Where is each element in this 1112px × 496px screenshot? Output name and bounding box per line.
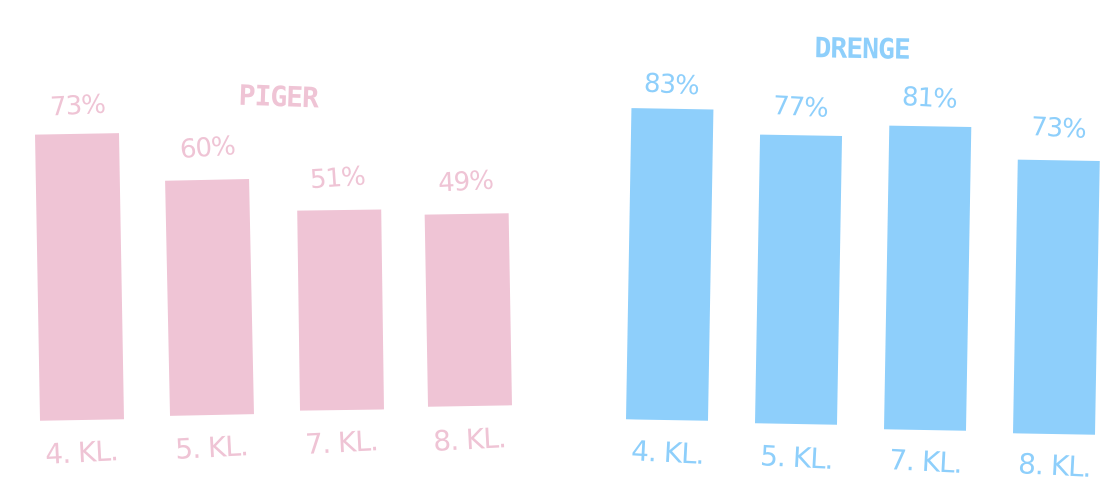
bar-drenge-3 — [1013, 159, 1100, 435]
category-label-piger-2: 7. KL. — [304, 424, 378, 461]
value-label-drenge-3: 73% — [1030, 112, 1087, 145]
chart-title-drenge: DRENGE — [814, 31, 910, 66]
category-label-piger-0: 4. KL. — [44, 434, 118, 471]
bar-drenge-0 — [626, 108, 714, 421]
category-label-drenge-3: 8. KL. — [1017, 447, 1091, 484]
value-label-piger-3: 49% — [437, 166, 494, 199]
value-label-piger-2: 51% — [309, 161, 366, 195]
chart-panel-drenge: DRENGE 83% 4. KL. 77% 5. KL. 81% 7. KL. 73% 8. … — [626, 31, 1100, 484]
value-label-drenge-2: 81% — [901, 82, 958, 115]
chart-panel-piger: PIGER 73% 4. KL. 60% 5. KL. 51% 7. KL. 49% 8. K… — [35, 79, 512, 471]
bar-piger-3 — [424, 213, 512, 407]
value-label-drenge-1: 77% — [772, 91, 829, 124]
bar-piger-2 — [297, 209, 384, 411]
category-label-drenge-1: 5. KL. — [759, 439, 833, 476]
bar-piger-1 — [165, 178, 254, 416]
bar-drenge-1 — [755, 134, 843, 425]
bar-drenge-2 — [884, 125, 972, 431]
value-label-piger-1: 60% — [179, 131, 236, 165]
value-label-piger-0: 73% — [49, 90, 106, 123]
category-label-piger-3: 8. KL. — [432, 421, 506, 458]
category-label-drenge-0: 4. KL. — [630, 434, 704, 471]
value-label-drenge-0: 83% — [643, 69, 700, 102]
chart-title-piger: PIGER — [238, 79, 320, 115]
bar-piger-0 — [35, 133, 124, 421]
category-label-drenge-2: 7. KL. — [888, 443, 962, 480]
category-label-piger-1: 5. KL. — [174, 429, 248, 466]
